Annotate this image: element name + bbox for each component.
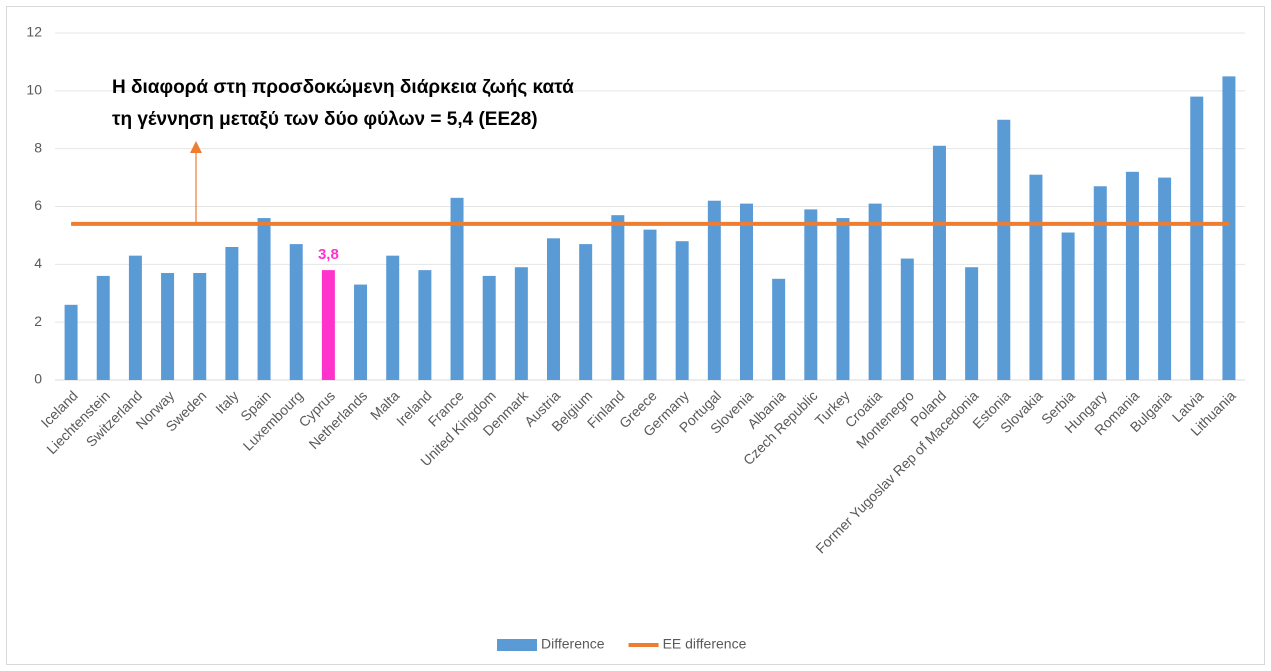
bar — [1222, 76, 1236, 380]
chart-frame — [6, 6, 1265, 665]
y-tick-label: 8 — [34, 139, 42, 155]
bar — [932, 145, 946, 380]
bar — [418, 270, 432, 380]
bar — [257, 218, 271, 380]
arrow-head — [190, 141, 202, 153]
bar — [225, 246, 239, 380]
bar — [289, 244, 303, 380]
bar — [96, 275, 110, 380]
y-tick-label: 0 — [34, 371, 42, 387]
bar — [1158, 177, 1172, 380]
bar — [739, 203, 753, 380]
y-tick-label: 2 — [34, 313, 42, 329]
bar — [643, 229, 657, 380]
bar — [579, 244, 593, 380]
bar — [386, 255, 400, 380]
data-label: 3,8 — [318, 246, 339, 263]
bar — [64, 304, 78, 380]
bar — [1061, 232, 1075, 380]
bar — [1093, 186, 1107, 380]
bar — [128, 255, 142, 380]
bar — [836, 218, 850, 380]
bar — [611, 215, 625, 380]
bar — [482, 275, 496, 380]
legend-item: Difference — [497, 636, 605, 652]
y-tick-label: 6 — [34, 197, 42, 213]
y-tick-label: 4 — [34, 255, 42, 271]
bar — [868, 203, 882, 380]
annotation: τη γέννηση μεταξύ των δύο φύλων = 5,4 (Ε… — [112, 109, 538, 130]
bar — [965, 267, 979, 380]
legend-label: EE difference — [663, 636, 747, 652]
bar — [1029, 174, 1043, 380]
bar — [1190, 96, 1204, 380]
y-tick-label: 10 — [26, 82, 42, 98]
legend-item: EE difference — [628, 636, 747, 652]
bar — [675, 241, 689, 380]
bar — [547, 238, 561, 380]
bar — [707, 200, 721, 380]
bar — [804, 209, 818, 380]
bar — [1125, 171, 1139, 380]
bar — [514, 267, 528, 380]
bar — [161, 273, 175, 380]
bar — [900, 258, 914, 380]
bar — [354, 284, 368, 380]
bar — [193, 273, 207, 380]
legend-swatch — [497, 639, 537, 651]
bar — [321, 270, 335, 380]
y-tick-label: 12 — [26, 24, 42, 40]
legend-label: Difference — [541, 636, 605, 652]
bar — [997, 119, 1011, 380]
bar — [450, 197, 464, 380]
bar — [772, 278, 786, 380]
annotation: Η διαφορά στη προσδοκώμενη διάρκεια ζωής… — [112, 77, 574, 98]
